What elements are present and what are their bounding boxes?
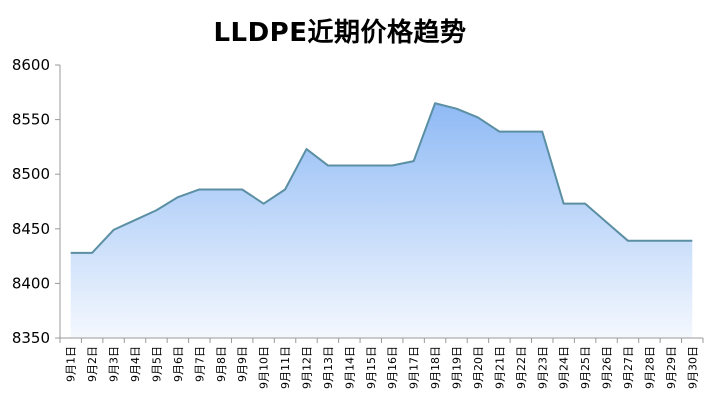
x-tick-label: 9月15日 <box>365 346 378 389</box>
series-area <box>70 103 693 338</box>
x-tick-label: 9月11日 <box>279 346 292 389</box>
x-tick-label: 9月3日 <box>108 346 121 382</box>
x-tick-label: 9月29日 <box>665 346 678 389</box>
x-tick-label: 9月27日 <box>622 346 635 389</box>
x-tick-label: 9月14日 <box>343 346 356 389</box>
x-tick-label: 9月13日 <box>322 346 335 389</box>
x-tick-label: 9月12日 <box>300 346 313 389</box>
x-tick-label: 9月24日 <box>558 346 571 389</box>
x-tick-label: 9月2日 <box>86 346 99 382</box>
x-tick-label: 9月25日 <box>579 346 592 389</box>
y-tick-label: 8350 <box>12 329 50 347</box>
x-tick-label: 9月21日 <box>493 346 506 389</box>
y-tick-label: 8500 <box>12 165 50 183</box>
x-tick-label: 9月9日 <box>236 346 249 382</box>
x-tick-label: 9月22日 <box>515 346 528 389</box>
x-tick-label: 9月4日 <box>129 346 142 382</box>
x-tick-label: 9月1日 <box>65 346 78 382</box>
y-tick-label: 8450 <box>12 220 50 238</box>
x-tick-label: 9月20日 <box>472 346 485 389</box>
x-tick-label: 9月7日 <box>193 346 206 382</box>
x-tick-label: 9月10日 <box>258 346 271 389</box>
y-tick-label: 8600 <box>12 56 50 74</box>
x-tick-label: 9月30日 <box>686 346 699 389</box>
x-tick-label: 9月26日 <box>601 346 614 389</box>
x-tick-label: 9月23日 <box>536 346 549 389</box>
x-tick-label: 9月6日 <box>172 346 185 382</box>
x-tick-label: 9月8日 <box>215 346 228 382</box>
x-tick-label: 9月19日 <box>451 346 464 389</box>
x-tick-label: 9月5日 <box>150 346 163 382</box>
y-tick-label: 8550 <box>12 111 50 129</box>
y-tick-label: 8400 <box>12 274 50 292</box>
chart-title: LLDPE近期价格趋势 <box>213 18 467 48</box>
x-tick-label: 9月17日 <box>408 346 421 389</box>
x-tick-label: 9月28日 <box>643 346 656 389</box>
x-tick-label: 9月18日 <box>429 346 442 389</box>
series-line <box>70 102 693 254</box>
x-tick-label: 9月16日 <box>386 346 399 389</box>
